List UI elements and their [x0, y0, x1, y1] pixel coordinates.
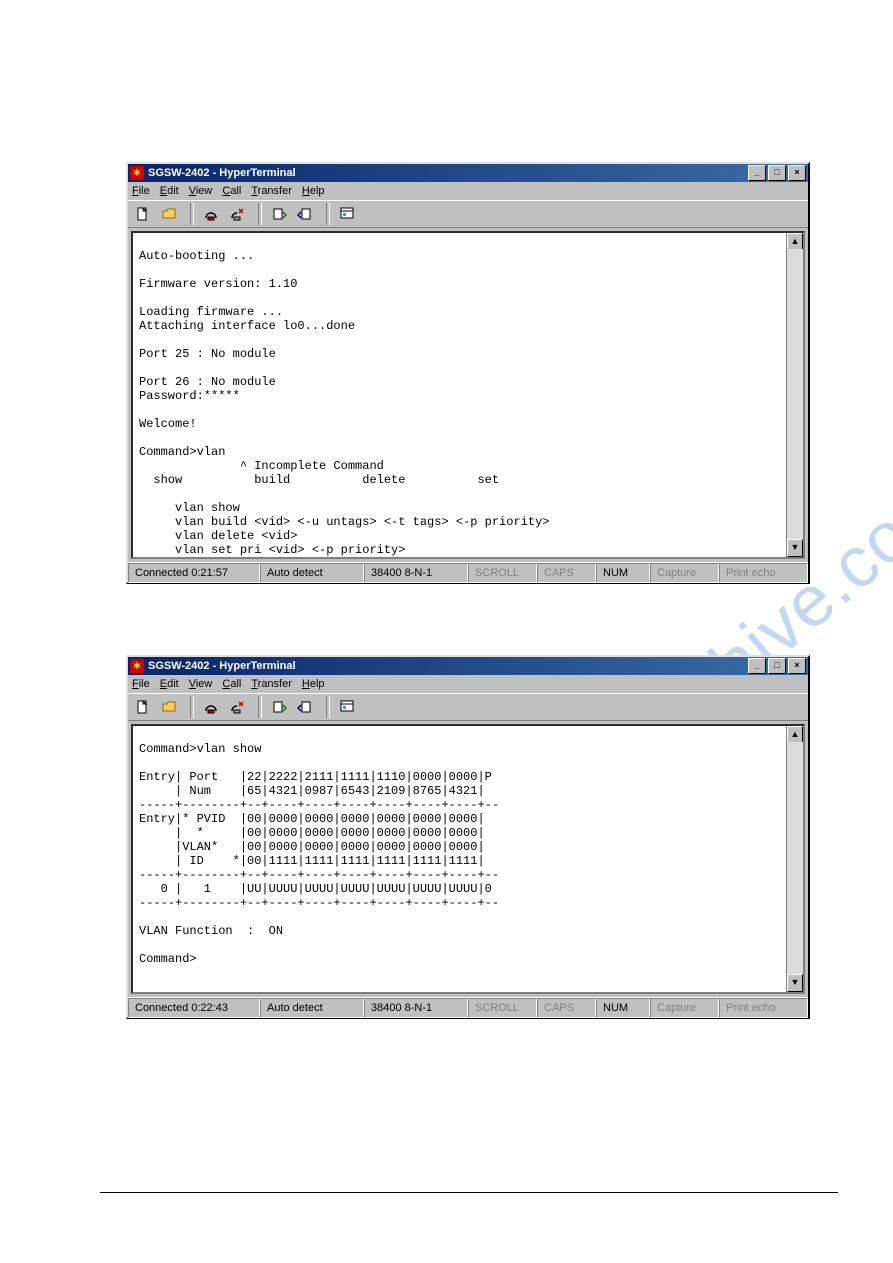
- close-button[interactable]: ×: [788, 658, 806, 674]
- new-file-icon[interactable]: [131, 202, 155, 226]
- menu-edit[interactable]: Edit: [160, 185, 179, 197]
- status-print-echo: Print echo: [719, 563, 808, 583]
- status-caps: CAPS: [537, 998, 596, 1018]
- properties-icon[interactable]: [335, 695, 359, 719]
- connect-icon[interactable]: [199, 202, 223, 226]
- status-num: NUM: [596, 563, 650, 583]
- status-port-settings: 38400 8-N-1: [364, 563, 468, 583]
- menu-help[interactable]: Help: [302, 678, 325, 690]
- toolbar-separator: [190, 203, 194, 225]
- open-file-icon[interactable]: [157, 202, 181, 226]
- toolbar-separator: [258, 696, 262, 718]
- status-autodetect: Auto detect: [260, 998, 364, 1018]
- hyperterminal-window-2: ✶ SGSW-2402 - HyperTerminal _ □ × File E…: [126, 655, 810, 1019]
- terminal-frame: Command>vlan show Entry| Port |22|2222|2…: [131, 724, 805, 994]
- connect-icon[interactable]: [199, 695, 223, 719]
- menu-file[interactable]: File: [132, 185, 150, 197]
- terminal-output[interactable]: Auto-booting ... Firmware version: 1.10 …: [133, 245, 803, 559]
- menubar: File Edit View Call Transfer Help: [128, 675, 808, 693]
- minimize-button[interactable]: _: [748, 165, 766, 181]
- statusbar: Connected 0:21:57 Auto detect 38400 8-N-…: [128, 562, 808, 583]
- scroll-down-icon[interactable]: ▼: [787, 974, 803, 992]
- status-scroll: SCROLL: [468, 998, 537, 1018]
- vertical-scrollbar[interactable]: ▲ ▼: [786, 726, 803, 992]
- statusbar: Connected 0:22:43 Auto detect 38400 8-N-…: [128, 997, 808, 1018]
- window-title: SGSW-2402 - HyperTerminal: [148, 660, 748, 672]
- status-port-settings: 38400 8-N-1: [364, 998, 468, 1018]
- menu-edit[interactable]: Edit: [160, 678, 179, 690]
- receive-icon[interactable]: [293, 202, 317, 226]
- minimize-button[interactable]: _: [748, 658, 766, 674]
- scroll-down-icon[interactable]: ▼: [787, 539, 803, 557]
- titlebar[interactable]: ✶ SGSW-2402 - HyperTerminal _ □ ×: [128, 657, 808, 675]
- send-icon[interactable]: [267, 695, 291, 719]
- hyperterminal-window-1: ✶ SGSW-2402 - HyperTerminal _ □ × File E…: [126, 162, 810, 584]
- client-area: Command>vlan show Entry| Port |22|2222|2…: [128, 721, 808, 997]
- menu-transfer[interactable]: Transfer: [251, 185, 292, 197]
- menu-call[interactable]: Call: [222, 678, 241, 690]
- properties-icon[interactable]: [335, 202, 359, 226]
- scroll-track[interactable]: [787, 742, 803, 976]
- maximize-button[interactable]: □: [768, 658, 786, 674]
- toolbar-separator: [326, 203, 330, 225]
- disconnect-icon[interactable]: [225, 202, 249, 226]
- window-title: SGSW-2402 - HyperTerminal: [148, 167, 748, 179]
- close-button[interactable]: ×: [788, 165, 806, 181]
- status-caps: CAPS: [537, 563, 596, 583]
- send-icon[interactable]: [267, 202, 291, 226]
- toolbar: [128, 693, 808, 721]
- status-capture: Capture: [650, 998, 719, 1018]
- menu-help[interactable]: Help: [302, 185, 325, 197]
- app-icon: ✶: [130, 659, 144, 673]
- status-num: NUM: [596, 998, 650, 1018]
- disconnect-icon[interactable]: [225, 695, 249, 719]
- status-connected: Connected 0:21:57: [128, 563, 260, 583]
- status-capture: Capture: [650, 563, 719, 583]
- receive-icon[interactable]: [293, 695, 317, 719]
- page-footer-rule: [100, 1192, 838, 1193]
- terminal-frame: Auto-booting ... Firmware version: 1.10 …: [131, 231, 805, 559]
- menu-view[interactable]: View: [189, 185, 213, 197]
- menubar: File Edit View Call Transfer Help: [128, 182, 808, 200]
- status-autodetect: Auto detect: [260, 563, 364, 583]
- menu-file[interactable]: File: [132, 678, 150, 690]
- status-connected: Connected 0:22:43: [128, 998, 260, 1018]
- client-area: Auto-booting ... Firmware version: 1.10 …: [128, 228, 808, 562]
- status-print-echo: Print echo: [719, 998, 808, 1018]
- scroll-track[interactable]: [787, 249, 803, 541]
- vertical-scrollbar[interactable]: ▲ ▼: [786, 233, 803, 557]
- maximize-button[interactable]: □: [768, 165, 786, 181]
- app-icon: ✶: [130, 166, 144, 180]
- new-file-icon[interactable]: [131, 695, 155, 719]
- open-file-icon[interactable]: [157, 695, 181, 719]
- menu-call[interactable]: Call: [222, 185, 241, 197]
- menu-view[interactable]: View: [189, 678, 213, 690]
- toolbar-separator: [258, 203, 262, 225]
- menu-transfer[interactable]: Transfer: [251, 678, 292, 690]
- toolbar-separator: [326, 696, 330, 718]
- toolbar-separator: [190, 696, 194, 718]
- toolbar: [128, 200, 808, 228]
- terminal-output[interactable]: Command>vlan show Entry| Port |22|2222|2…: [133, 738, 803, 970]
- titlebar[interactable]: ✶ SGSW-2402 - HyperTerminal _ □ ×: [128, 164, 808, 182]
- status-scroll: SCROLL: [468, 563, 537, 583]
